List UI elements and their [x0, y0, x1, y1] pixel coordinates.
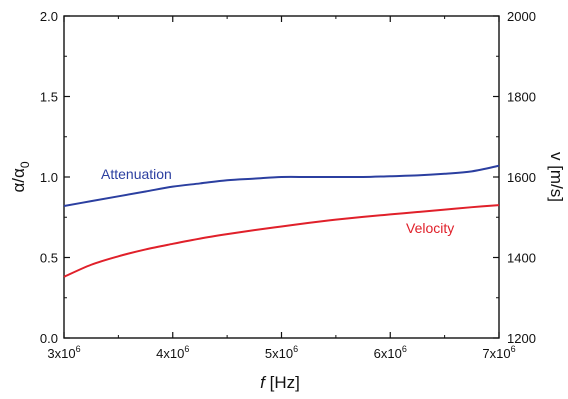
y-left-title-alpha: α/α: [9, 168, 28, 193]
svg-text:α/α0: α/α0: [9, 161, 32, 192]
y-left-tick-label: 1.0: [40, 170, 58, 185]
x-tick-label: 5x106: [265, 344, 298, 361]
velocity-label: Velocity: [406, 220, 454, 236]
y-right-tick-label: 1200: [507, 331, 536, 346]
y-right-tick-label: 1800: [507, 90, 536, 105]
x-tick-label: 3x106: [47, 344, 80, 361]
x-tick-label: 4x106: [156, 344, 189, 361]
y-right-tick-label: 2000: [507, 9, 536, 24]
y-right-tick-label: 1600: [507, 170, 536, 185]
y-right-tick-label: 1400: [507, 251, 536, 266]
y-right-axis-title: v [m/s]: [547, 152, 566, 202]
x-tick-label: 6x106: [374, 344, 407, 361]
x-axis-title: f [Hz]: [260, 373, 300, 392]
y-left-axis-title: α/α0: [9, 161, 32, 192]
attenuation-label: Attenuation: [101, 166, 172, 182]
y-left-tick-label: 1.5: [40, 90, 58, 105]
y-left-title-sub: 0: [18, 161, 32, 168]
y-left-tick-label: 0.0: [40, 331, 58, 346]
y-left-tick-label: 2.0: [40, 9, 58, 24]
x-tick-label: 7x106: [482, 344, 515, 361]
y-left-tick-label: 0.5: [40, 251, 58, 266]
ticks-layer: 3x106 4x106 5x106 6x106 7x106 0.0 0.5 1.0 1.5 2.0…: [40, 9, 536, 361]
attenuation-line: [63, 164, 500, 207]
velocity-line: [63, 204, 500, 278]
y-right-title: v [m/s]: [547, 152, 566, 202]
